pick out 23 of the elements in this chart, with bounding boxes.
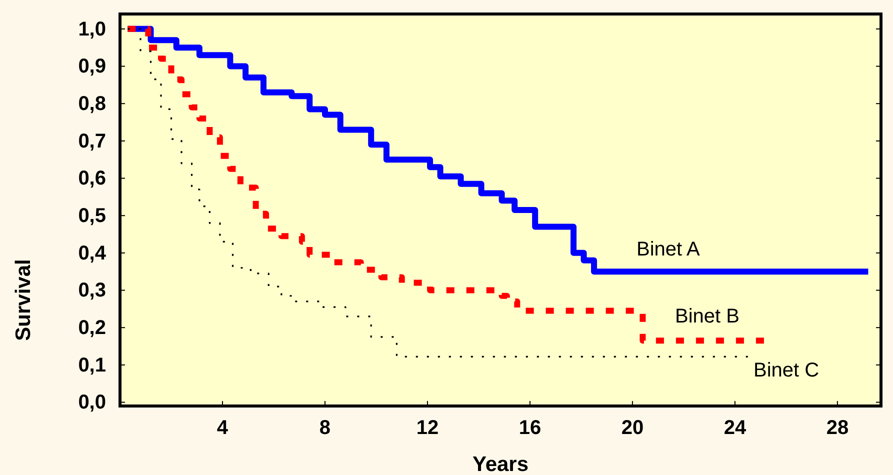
y-tick-label: 0,1 xyxy=(78,354,106,376)
series-label: Binet C xyxy=(754,360,820,382)
x-tick-label: 8 xyxy=(319,417,331,440)
x-tick-label: 16 xyxy=(518,417,542,440)
y-tick-label: 0,6 xyxy=(78,168,106,190)
y-tick-label: 0,2 xyxy=(78,317,106,339)
y-tick-label: 0,3 xyxy=(78,280,106,302)
x-axis-title: Years xyxy=(472,453,529,475)
y-tick-label: 0,8 xyxy=(78,93,106,115)
series-label: Binet A xyxy=(636,238,701,261)
y-tick-label: 0,0 xyxy=(78,392,106,414)
y-tick-label: 1,0 xyxy=(78,18,106,40)
series-label: Binet B xyxy=(675,306,740,328)
x-tick-label: 12 xyxy=(416,417,439,440)
y-tick-label: 0,9 xyxy=(78,56,106,78)
y-tick-label: 0,4 xyxy=(78,242,107,264)
y-tick-label: 0,7 xyxy=(78,130,106,152)
x-tick-label: 4 xyxy=(216,417,229,440)
y-tick-label: 0,5 xyxy=(78,205,106,227)
y-axis-title: Survival xyxy=(12,259,35,341)
x-tick-label: 24 xyxy=(724,417,747,440)
x-tick-label: 20 xyxy=(621,417,644,440)
x-tick-label: 28 xyxy=(826,417,849,440)
